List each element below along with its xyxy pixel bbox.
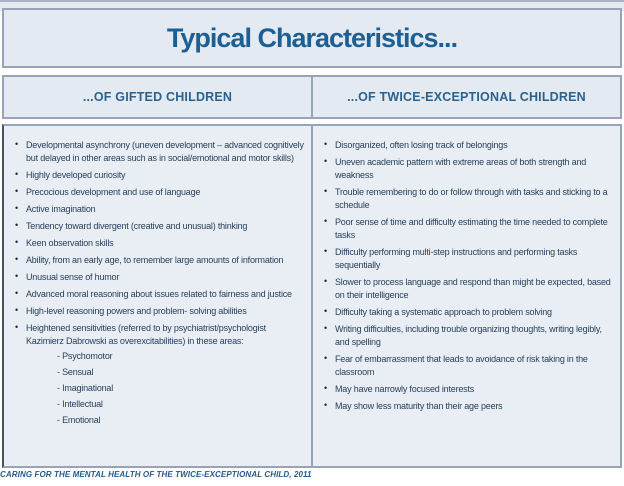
table-header-row: ...OF GIFTED CHILDREN ...OF TWICE-EXCEPT… xyxy=(2,75,622,119)
list-item-text: Advanced moral reasoning about issues re… xyxy=(26,289,292,299)
bullet-icon: • xyxy=(324,216,327,226)
list-item-text: Uneven academic pattern with extreme are… xyxy=(335,157,587,180)
sublist-item: - Imaginational xyxy=(57,383,114,393)
list-item: • Uneven academic pattern with extreme ar… xyxy=(322,156,614,182)
list-item-text: Slower to process language and respond t… xyxy=(335,277,611,300)
list-item: • Slower to process language and respond … xyxy=(322,276,614,302)
bullet-icon: • xyxy=(15,288,18,298)
bullet-icon: • xyxy=(15,305,18,315)
list-item: • Highly developed curiosity xyxy=(13,169,305,182)
list-item: • High-level reasoning powers and problem… xyxy=(13,305,305,318)
bullet-icon: • xyxy=(324,139,327,149)
sublist-item: - Psychomotor xyxy=(57,351,113,361)
list-item-text: High-level reasoning powers and problem-… xyxy=(26,306,247,316)
list-item: • Developmental asynchrony (uneven develo… xyxy=(13,139,305,165)
bullet-icon: • xyxy=(15,220,18,230)
list-item: • Active imagination xyxy=(13,203,305,216)
list-item-text: Tendency toward divergent (creative and … xyxy=(26,221,248,231)
column-gifted: • Developmental asynchrony (uneven develo… xyxy=(4,126,313,466)
list-item: • Keen observation skills xyxy=(13,237,305,250)
list-item-text: Trouble remembering to do or follow thro… xyxy=(335,187,608,210)
list-item-text: Difficulty performing multi-step instruc… xyxy=(335,247,578,270)
list-item-text: Active imagination xyxy=(26,204,96,214)
list-item: • Heightened sensitivities (referred to b… xyxy=(13,322,305,427)
bullet-icon: • xyxy=(15,169,18,179)
column-header-gifted: ...OF GIFTED CHILDREN xyxy=(4,77,313,117)
sublist-item: - Intellectual xyxy=(57,399,103,409)
list-item-text: Heightened sensitivities (referred to by… xyxy=(26,323,266,346)
list-item-text: Unusual sense of humor xyxy=(26,272,120,282)
list-item-text: Highly developed curiosity xyxy=(26,170,126,180)
table-body-row: • Developmental asynchrony (uneven develo… xyxy=(2,124,622,468)
list-item: • Difficulty taking a systematic approach… xyxy=(322,306,614,319)
list-item: • Advanced moral reasoning about issues r… xyxy=(13,288,305,301)
sublist: - Psychomotor - Sensual - Imaginational - I… xyxy=(57,350,305,427)
list-item-text: May have narrowly focused interests xyxy=(335,384,475,394)
bullet-icon: • xyxy=(324,156,327,166)
sublist-item: - Emotional xyxy=(57,415,101,425)
page-title: Typical Characteristics... xyxy=(166,22,458,53)
list-item-text: Keen observation skills xyxy=(26,238,114,248)
list-item: • Precocious development and use of langu… xyxy=(13,186,305,199)
bullet-icon: • xyxy=(15,271,18,281)
list-item-text: Writing difficulties, including trouble … xyxy=(335,324,602,347)
list-item: • May show less maturity than their age p… xyxy=(322,400,614,413)
bullet-icon: • xyxy=(15,322,18,332)
list-item: • Disorganized, often losing track of bel… xyxy=(322,139,614,152)
list-item: • Difficulty performing multi-step instru… xyxy=(322,246,614,272)
list-item-text: Poor sense of time and difficulty estima… xyxy=(335,217,608,240)
bullet-icon: • xyxy=(15,237,18,247)
list-item-text: Disorganized, often losing track of belo… xyxy=(335,140,508,150)
bullet-icon: • xyxy=(324,246,327,256)
source-citation: CARING FOR THE MENTAL HEALTH OF THE TWIC… xyxy=(0,470,312,479)
list-item: • Fear of embarrassment that leads to avo… xyxy=(322,353,614,379)
column-header-twice-exceptional: ...OF TWICE-EXCEPTIONAL CHILDREN xyxy=(347,90,586,104)
bullet-icon: • xyxy=(15,254,18,264)
title-banner: Typical Characteristics... xyxy=(2,8,622,68)
column-twice-exceptional: • Disorganized, often losing track of bel… xyxy=(313,126,620,466)
list-item-text: Fear of embarrassment that leads to avoi… xyxy=(335,354,588,377)
list-item: • Writing difficulties, including trouble… xyxy=(322,323,614,349)
gifted-characteristics-list: • Developmental asynchrony (uneven develo… xyxy=(13,139,305,427)
list-item: • Poor sense of time and difficulty estim… xyxy=(322,216,614,242)
sublist-item: - Sensual xyxy=(57,367,94,377)
bullet-icon: • xyxy=(324,276,327,286)
top-margin-strip xyxy=(0,0,624,11)
list-item-text: Ability, from an early age, to remember … xyxy=(26,255,284,265)
list-item-text: Difficulty taking a systematic approach … xyxy=(335,307,552,317)
list-item: • May have narrowly focused interests xyxy=(322,383,614,396)
bullet-icon: • xyxy=(324,353,327,363)
bullet-icon: • xyxy=(324,400,327,410)
list-item: • Unusual sense of humor xyxy=(13,271,305,284)
bullet-icon: • xyxy=(15,139,18,149)
bullet-icon: • xyxy=(15,186,18,196)
list-item: • Tendency toward divergent (creative and… xyxy=(13,220,305,233)
list-item-text: May show less maturity than their age pe… xyxy=(335,401,503,411)
bullet-icon: • xyxy=(324,323,327,333)
list-item: • Ability, from an early age, to remember… xyxy=(13,254,305,267)
list-item: • Trouble remembering to do or follow thr… xyxy=(322,186,614,212)
bullet-icon: • xyxy=(15,203,18,213)
bullet-icon: • xyxy=(324,306,327,316)
bullet-icon: • xyxy=(324,383,327,393)
list-item-text: Developmental asynchrony (uneven develop… xyxy=(26,140,304,163)
bullet-icon: • xyxy=(324,186,327,196)
twice-exceptional-characteristics-list: • Disorganized, often losing track of bel… xyxy=(322,139,614,413)
list-item-text: Precocious development and use of langua… xyxy=(26,187,201,197)
